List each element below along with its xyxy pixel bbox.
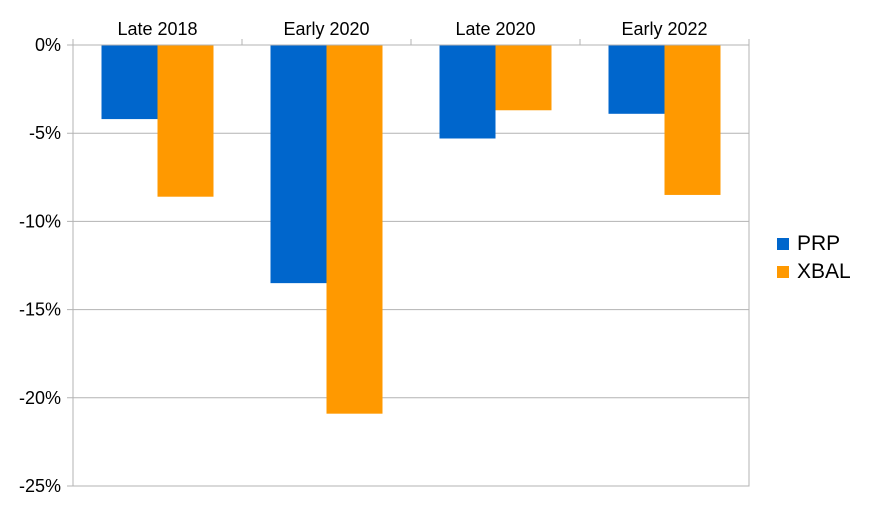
y-tick-label: 0% <box>35 35 61 55</box>
bar-xbal-late-2018 <box>157 45 214 197</box>
legend-item-xbal: XBAL <box>777 258 851 286</box>
legend-item-prp: PRP <box>777 230 851 258</box>
y-tick-label: -25% <box>19 476 61 496</box>
y-tick-label: -20% <box>19 388 61 408</box>
bar-prp-late-2018 <box>101 45 158 120</box>
legend-label-prp: PRP <box>797 232 841 255</box>
legend-label-xbal: XBAL <box>797 260 851 283</box>
legend-swatch-prp <box>777 238 789 250</box>
y-tick-label: -5% <box>29 123 61 143</box>
legend: PRP XBAL <box>777 230 851 286</box>
bar-prp-early-2020 <box>270 45 327 284</box>
legend-swatch-xbal <box>777 266 789 278</box>
plot-area-border <box>72 44 750 487</box>
bars <box>101 45 721 414</box>
bar-prp-late-2020 <box>439 45 496 139</box>
y-axis-tick-labels: 0% -5% -10% -15% -20% -25% <box>19 35 61 496</box>
bar-prp-early-2022 <box>608 45 665 114</box>
bar-xbal-early-2022 <box>664 45 721 195</box>
category-labels: Late 2018 Early 2020 Late 2020 Early 2022 <box>117 19 707 39</box>
category-label: Late 2020 <box>455 19 535 39</box>
category-label: Early 2020 <box>283 19 369 39</box>
category-label: Early 2022 <box>621 19 707 39</box>
bar-xbal-early-2020 <box>326 45 383 414</box>
category-label: Late 2018 <box>117 19 197 39</box>
y-tick-label: -10% <box>19 211 61 231</box>
bar-xbal-late-2020 <box>495 45 552 111</box>
y-tick-label: -15% <box>19 300 61 320</box>
